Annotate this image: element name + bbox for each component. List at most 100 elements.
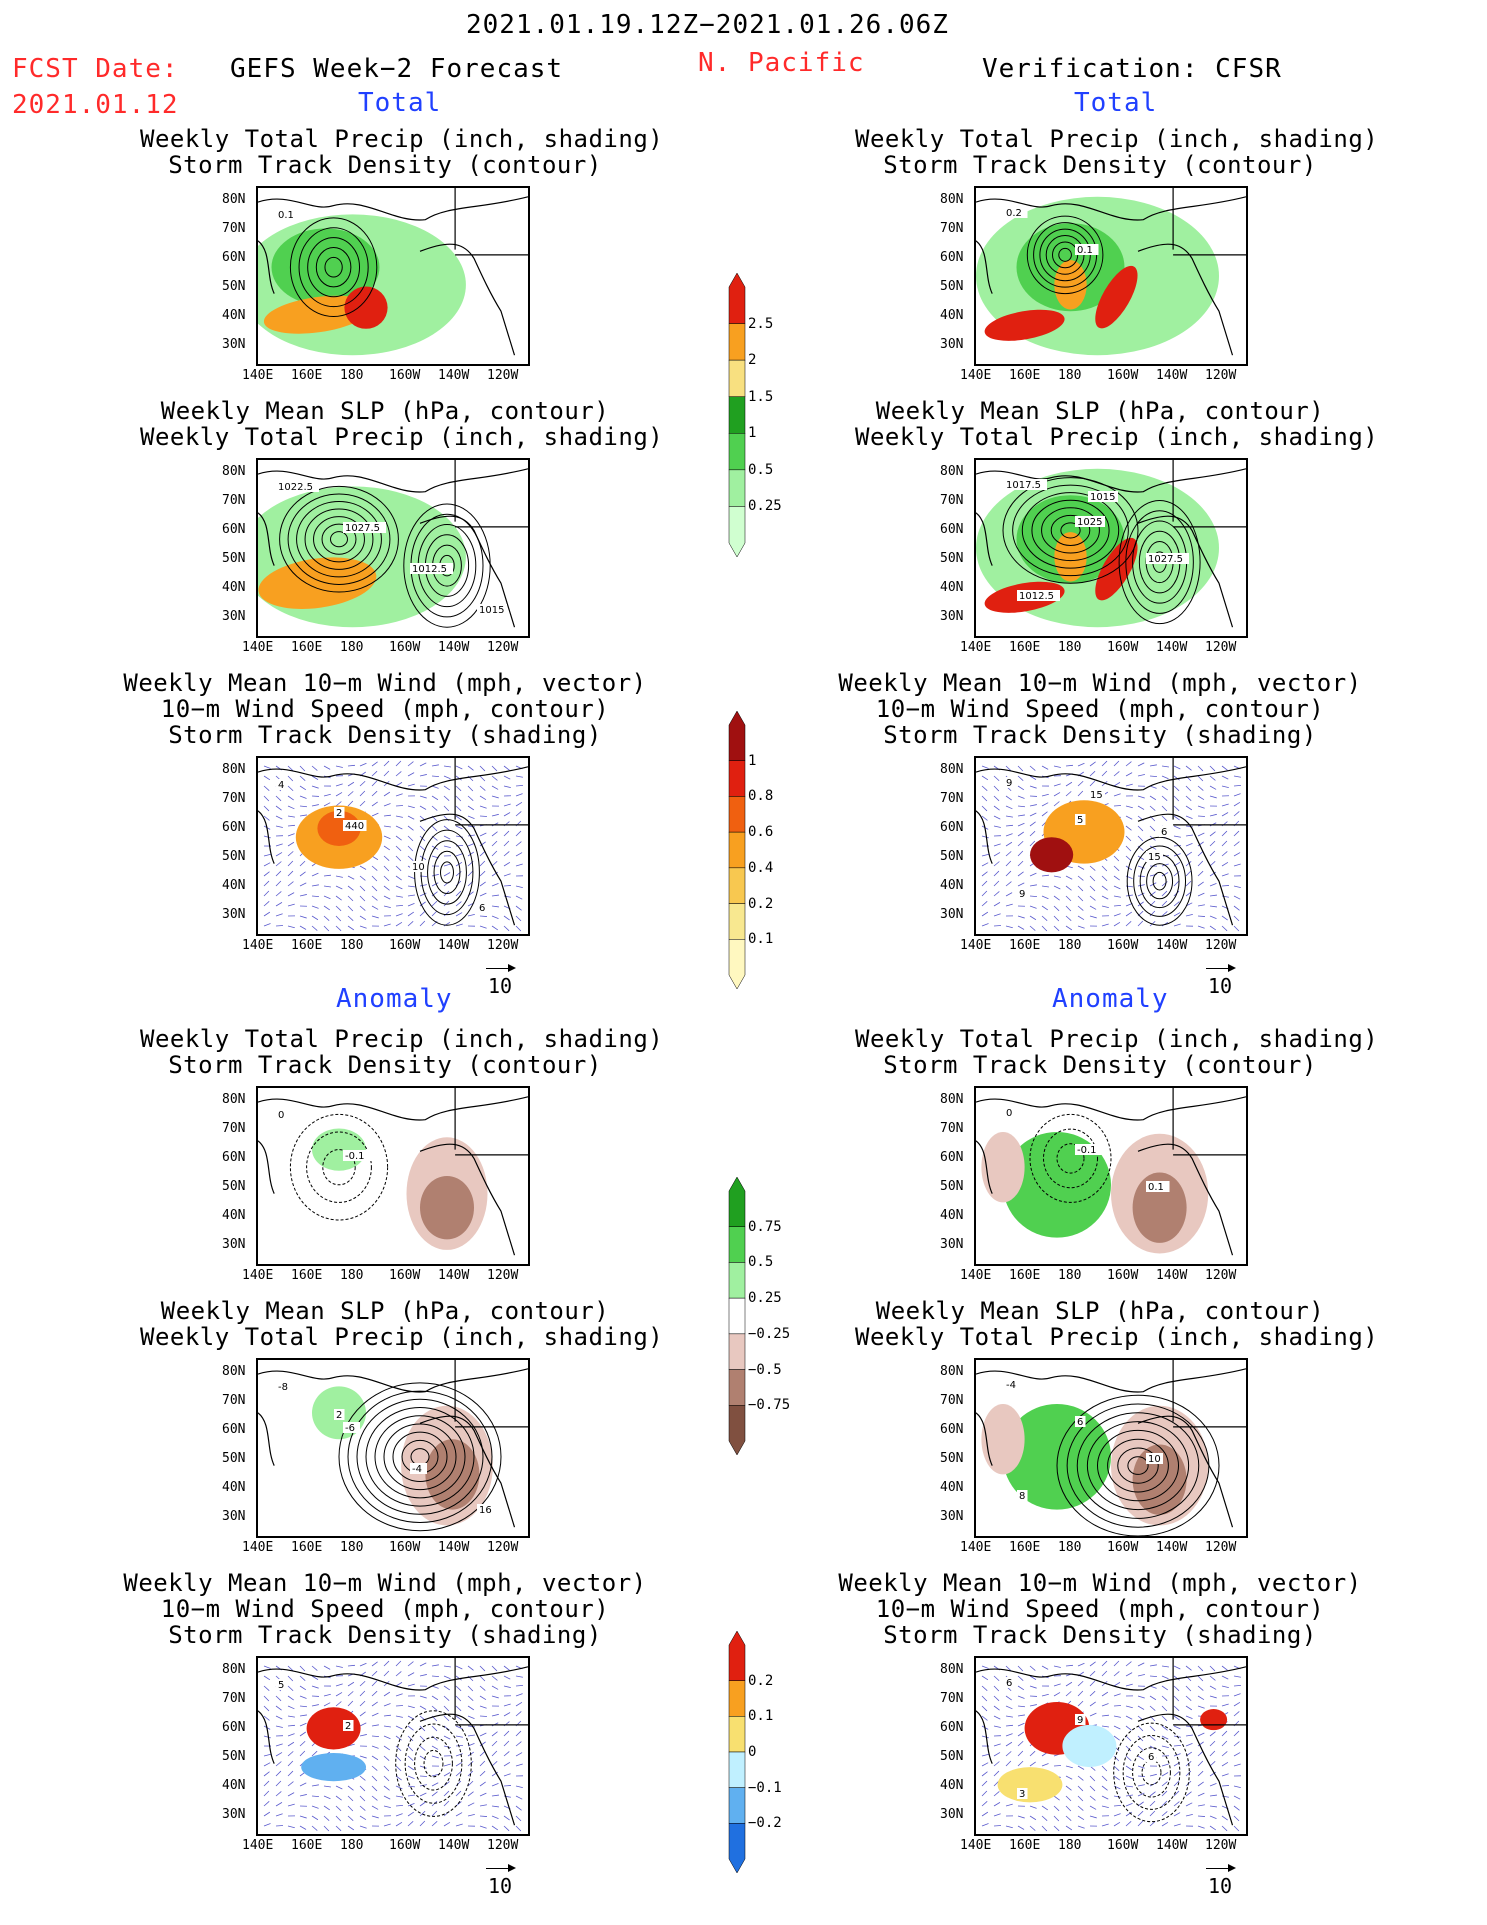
left-column-title: GEFS Week−2 Forecast bbox=[230, 54, 564, 84]
lon-tick-label: 180 bbox=[1058, 640, 1082, 655]
svg-text:9: 9 bbox=[1019, 889, 1025, 900]
lon-tick-label: 180 bbox=[1058, 1540, 1082, 1555]
left-anomaly-heading: Anomaly bbox=[336, 984, 453, 1014]
lon-tick-label: 160E bbox=[291, 1268, 323, 1283]
lat-tick-label: 70N bbox=[222, 1121, 246, 1136]
lat-tick-label: 80N bbox=[222, 762, 246, 777]
lat-tick-label: 60N bbox=[940, 522, 964, 537]
panel-title-anom-slp-right: Weekly Mean SLP (hPa, contour) Weekly To… bbox=[855, 1297, 1379, 1351]
lon-tick-label: 140E bbox=[960, 938, 992, 953]
svg-text:-4: -4 bbox=[412, 1464, 422, 1475]
svg-text:-4: -4 bbox=[1006, 1380, 1016, 1391]
lat-tick-label: 40N bbox=[222, 1778, 246, 1793]
lat-tick-label: 30N bbox=[940, 337, 964, 352]
lat-tick-label: 60N bbox=[940, 1150, 964, 1165]
svg-text:1022.5: 1022.5 bbox=[278, 482, 313, 493]
svg-text:4: 4 bbox=[278, 780, 284, 791]
lat-tick-label: 80N bbox=[222, 464, 246, 479]
lon-tick-label: 140E bbox=[242, 368, 274, 383]
map-panel-forecast-anom-precip: 0 -0.1 bbox=[256, 1086, 530, 1266]
panel-title-total-precip-right: Weekly Total Precip (inch, shading) Stor… bbox=[855, 125, 1379, 179]
colorbar-track-anom bbox=[728, 1630, 746, 1874]
lon-tick-label: 160E bbox=[1009, 1838, 1041, 1853]
lon-tick-label: 120W bbox=[1205, 1540, 1237, 1555]
svg-text:1025: 1025 bbox=[1077, 517, 1102, 528]
lon-tick-label: 160W bbox=[389, 368, 421, 383]
lat-tick-label: 80N bbox=[940, 1364, 964, 1379]
lat-tick-label: 50N bbox=[222, 279, 246, 294]
lat-tick-label: 80N bbox=[940, 192, 964, 207]
lat-tick-label: 80N bbox=[940, 464, 964, 479]
lon-tick-label: 160W bbox=[1107, 1268, 1139, 1283]
lat-tick-label: 70N bbox=[222, 1691, 246, 1706]
lon-tick-label: 140E bbox=[242, 938, 274, 953]
panel-title-total-wind-right: Weekly Mean 10−m Wind (mph, vector) 10−m… bbox=[838, 669, 1362, 749]
lon-tick-label: 180 bbox=[340, 368, 364, 383]
svg-text:2: 2 bbox=[336, 808, 342, 819]
lat-tick-label: 70N bbox=[940, 1121, 964, 1136]
colorbar-label: 1.5 bbox=[748, 388, 774, 405]
colorbar-label: −0.2 bbox=[748, 1815, 782, 1832]
lon-tick-label: 180 bbox=[340, 1268, 364, 1283]
lat-tick-label: 80N bbox=[222, 1662, 246, 1677]
lat-tick-label: 50N bbox=[940, 279, 964, 294]
lat-tick-label: 30N bbox=[940, 1509, 964, 1524]
lat-tick-label: 30N bbox=[222, 1509, 246, 1524]
lat-tick-label: 80N bbox=[940, 1662, 964, 1677]
lat-tick-label: 60N bbox=[222, 250, 246, 265]
lon-tick-label: 140E bbox=[960, 640, 992, 655]
lon-tick-label: 160W bbox=[389, 938, 421, 953]
map-panel-forecast-anom-slp: -8 -6 -4 16 2 bbox=[256, 1358, 530, 1538]
lat-tick-label: 50N bbox=[222, 551, 246, 566]
map-panel-verif-anom-slp: -4 6 10 8 bbox=[974, 1358, 1248, 1538]
lon-tick-label: 160W bbox=[1107, 368, 1139, 383]
lat-tick-label: 40N bbox=[222, 878, 246, 893]
lon-tick-label: 180 bbox=[1058, 1838, 1082, 1853]
lon-tick-label: 160E bbox=[1009, 938, 1041, 953]
lat-tick-label: 80N bbox=[222, 192, 246, 207]
lat-tick-label: 50N bbox=[940, 1179, 964, 1194]
lon-tick-label: 160W bbox=[389, 1268, 421, 1283]
map-panel-forecast-total-precip: 0.1 bbox=[256, 186, 530, 366]
vector-ref-arrow-total-right bbox=[1206, 964, 1236, 972]
lat-tick-label: 70N bbox=[940, 1691, 964, 1706]
panel-title-anom-precip-left: Weekly Total Precip (inch, shading) Stor… bbox=[140, 1025, 664, 1079]
colorbar-precip-total bbox=[728, 272, 746, 558]
lon-tick-label: 180 bbox=[1058, 368, 1082, 383]
lat-tick-label: 60N bbox=[222, 1150, 246, 1165]
lat-tick-label: 30N bbox=[222, 1807, 246, 1822]
lat-tick-label: 70N bbox=[222, 791, 246, 806]
lat-tick-label: 70N bbox=[222, 493, 246, 508]
svg-text:1027.5: 1027.5 bbox=[345, 523, 380, 534]
svg-text:-8: -8 bbox=[278, 1382, 288, 1393]
svg-text:10: 10 bbox=[1148, 1454, 1161, 1465]
lon-tick-label: 180 bbox=[340, 1838, 364, 1853]
svg-text:1027.5: 1027.5 bbox=[1148, 554, 1183, 565]
lon-tick-label: 140W bbox=[438, 640, 470, 655]
lat-tick-label: 30N bbox=[222, 337, 246, 352]
svg-text:2: 2 bbox=[345, 1721, 351, 1732]
lat-tick-label: 50N bbox=[222, 1749, 246, 1764]
lat-tick-label: 70N bbox=[940, 493, 964, 508]
vector-ref-arrow-anom-left bbox=[486, 1864, 516, 1872]
lat-tick-label: 30N bbox=[940, 609, 964, 624]
svg-text:1012.5: 1012.5 bbox=[412, 564, 447, 575]
lat-tick-label: 80N bbox=[940, 1092, 964, 1107]
lat-tick-label: 60N bbox=[940, 250, 964, 265]
lon-tick-label: 120W bbox=[487, 640, 519, 655]
left-total-heading: Total bbox=[358, 88, 442, 118]
lon-tick-label: 160W bbox=[389, 640, 421, 655]
right-total-heading: Total bbox=[1074, 88, 1158, 118]
lon-tick-label: 120W bbox=[1205, 1268, 1237, 1283]
vector-ref-label-total-right: 10 bbox=[1208, 974, 1233, 998]
lon-tick-label: 160W bbox=[389, 1540, 421, 1555]
lon-tick-label: 160E bbox=[1009, 368, 1041, 383]
panel-title-total-wind-left: Weekly Mean 10−m Wind (mph, vector) 10−m… bbox=[123, 669, 647, 749]
panel-title-total-slp-right: Weekly Mean SLP (hPa, contour) Weekly To… bbox=[855, 397, 1379, 451]
colorbar-label: −0.5 bbox=[748, 1361, 782, 1378]
svg-text:6: 6 bbox=[1148, 1752, 1154, 1763]
colorbar-label: −0.25 bbox=[748, 1325, 791, 1342]
panel-title-total-slp-left: Weekly Mean SLP (hPa, contour) Weekly To… bbox=[140, 397, 664, 451]
colorbar-label: −0.75 bbox=[748, 1397, 791, 1414]
lon-tick-label: 160E bbox=[291, 640, 323, 655]
